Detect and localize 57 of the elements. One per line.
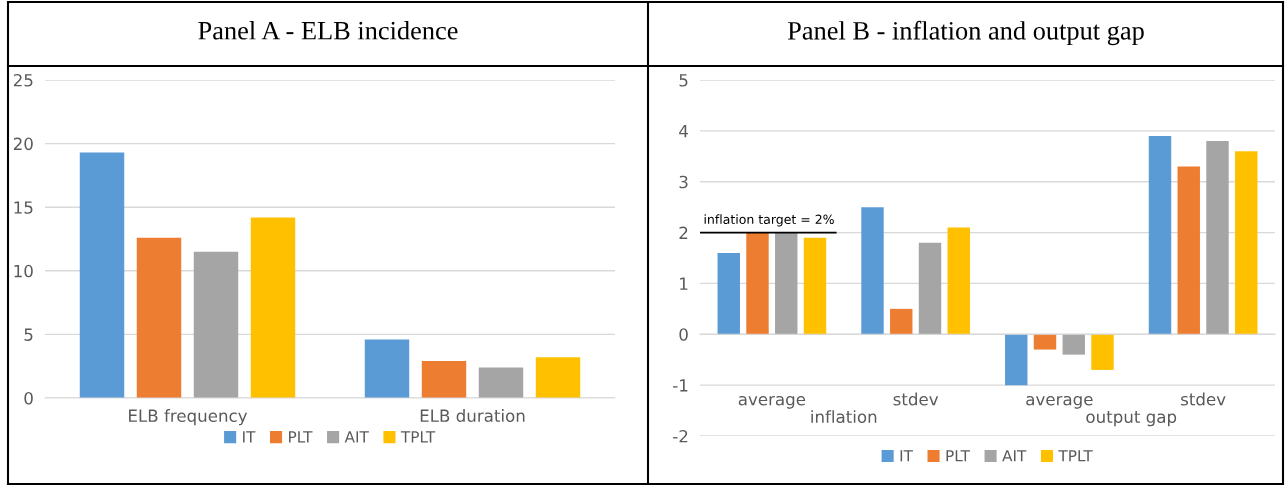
- y-tick-label: 15: [14, 201, 33, 214]
- bar: [1005, 334, 1028, 386]
- ref-line-label: inflation target = 2%: [704, 214, 834, 227]
- bar: [947, 227, 970, 335]
- legend-label: IT: [243, 431, 256, 443]
- y-tick-label: 25: [13, 73, 33, 87]
- y-tick-label: 1: [680, 277, 688, 290]
- bar: [918, 242, 942, 335]
- bar: [1091, 334, 1114, 370]
- bar: [478, 367, 524, 398]
- legend-label: AIT: [344, 431, 369, 443]
- y-tick-label: 10: [14, 264, 33, 278]
- bar: [803, 237, 827, 335]
- bar: [535, 357, 581, 398]
- bar: [193, 251, 239, 398]
- y-tick-label: 5: [24, 328, 33, 341]
- x-tick-label: stdev: [893, 392, 939, 406]
- bar: [1235, 151, 1258, 335]
- bar: [890, 308, 913, 335]
- x-tick-label: average: [738, 395, 806, 409]
- y-tick-label: 0: [679, 328, 688, 341]
- bar: [861, 207, 884, 335]
- y-tick-label: 0: [24, 391, 33, 405]
- legend-label: TPLT: [1058, 450, 1093, 462]
- y-tick-label: 4: [679, 125, 688, 138]
- bar: [746, 232, 769, 335]
- bar: [1177, 166, 1200, 335]
- annotation: output gap: [1086, 411, 1177, 427]
- legend-label: IT: [900, 450, 913, 462]
- chart-title: Panel B - inflation and output gap: [787, 20, 1144, 46]
- bar: [1062, 334, 1085, 355]
- bar: [1148, 135, 1172, 335]
- x-tick-label: average: [1026, 395, 1093, 409]
- x-tick-label: ELB frequency: [129, 409, 248, 426]
- legend-label: PLT: [946, 450, 971, 462]
- y-tick-label: 2: [679, 226, 688, 239]
- y-tick-label: -1: [673, 379, 688, 392]
- legend-label: PLT: [289, 431, 313, 443]
- bar: [136, 237, 182, 398]
- bar: [1033, 334, 1057, 350]
- bar: [775, 232, 798, 335]
- y-tick-label: 3: [679, 175, 688, 189]
- bar: [717, 252, 740, 335]
- x-tick-label: ELB duration: [420, 409, 525, 423]
- bar: [364, 339, 410, 398]
- x-tick-label: stdev: [1181, 392, 1226, 406]
- bar: [421, 361, 467, 398]
- y-tick-label: 20: [13, 137, 33, 151]
- legend-label: AIT: [1002, 450, 1027, 462]
- legend-label: TPLT: [400, 431, 436, 443]
- bar: [1206, 141, 1229, 335]
- bar: [250, 217, 296, 398]
- y-tick-label: -2: [673, 429, 688, 443]
- annotation: inflation: [811, 410, 877, 424]
- bar: [79, 152, 125, 398]
- y-tick-label: 5: [679, 74, 688, 87]
- chart-title: Panel A - ELB incidence: [198, 21, 458, 40]
